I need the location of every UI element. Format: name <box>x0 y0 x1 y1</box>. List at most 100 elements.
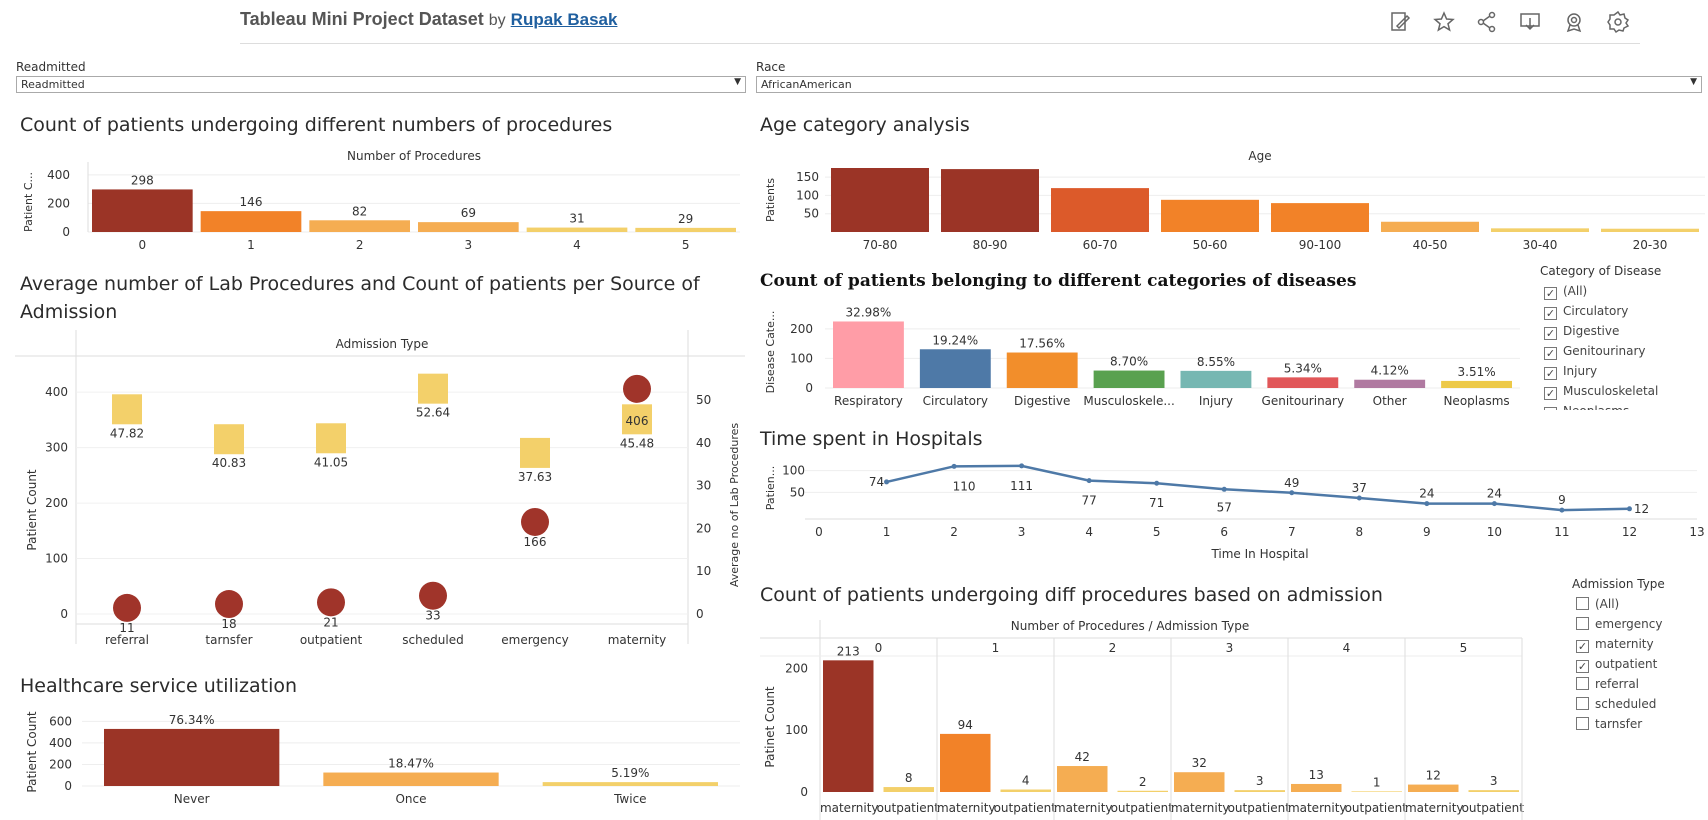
avg-lab-square <box>418 373 448 404</box>
author-link[interactable]: Rupak Basak <box>510 10 618 29</box>
bar-outpatient <box>1000 789 1051 792</box>
patient-count-label: 21 <box>323 615 338 629</box>
y-tick-label: 100 <box>782 464 805 478</box>
patient-count-label: 11 <box>119 621 134 635</box>
checkbox-icon[interactable]: ✓ <box>1544 387 1557 400</box>
checkbox-icon[interactable]: ✓ <box>1576 660 1589 673</box>
y-tick-label: 200 <box>785 661 808 675</box>
y-tick-label: 50 <box>804 207 819 221</box>
data-label: 32.98% <box>846 305 892 319</box>
data-label: 298 <box>131 173 154 187</box>
legend-item-label: Digestive <box>1563 324 1620 338</box>
x-tick-label: 20-30 <box>1633 238 1668 252</box>
legend-checkbox-item[interactable]: ✓ Digestive <box>1544 322 1619 340</box>
avg-lab-label: 41.05 <box>314 455 348 469</box>
race-filter-label: Race <box>756 60 786 74</box>
checkbox-icon[interactable]: ✓ <box>1544 307 1557 320</box>
race-select-value: AfricanAmerican <box>761 78 852 91</box>
checkbox-icon[interactable] <box>1576 697 1589 710</box>
legend-checkbox-item[interactable]: ✓ maternity <box>1576 635 1654 653</box>
legend-item-label: Circulatory <box>1563 304 1629 318</box>
x-tick-label: 13 <box>1689 525 1704 539</box>
patient-count-circle <box>317 588 345 617</box>
bar-maternity <box>1174 772 1225 792</box>
legend-checkbox-item[interactable]: ✓ Circulatory <box>1544 302 1628 320</box>
x-tick-label: 5 <box>682 238 690 252</box>
legend-item-label: emergency <box>1595 617 1663 631</box>
share-icon[interactable] <box>1475 10 1499 34</box>
data-label: 94 <box>958 718 973 732</box>
patient-count-label: 166 <box>524 535 547 549</box>
badge-icon[interactable] <box>1562 10 1586 34</box>
edit-icon[interactable] <box>1388 10 1412 34</box>
x-tick-label: emergency <box>501 633 568 647</box>
bar <box>831 168 929 232</box>
x-tick-label: 3 <box>465 238 473 252</box>
series-line <box>886 464 1630 512</box>
checkbox-icon[interactable]: ✓ <box>1576 640 1589 653</box>
legend-checkbox-item[interactable]: ✓ Musculoskeletal <box>1544 382 1658 400</box>
y-axis-label: Disease Cate... <box>764 311 777 394</box>
download-icon[interactable] <box>1518 10 1542 34</box>
data-label: 4.12% <box>1371 364 1409 378</box>
data-point <box>1626 506 1632 512</box>
x-tick-label: 0 <box>815 525 823 539</box>
checkbox-icon[interactable] <box>1576 617 1589 630</box>
admission-chart-title: Average number of Lab Procedures and Cou… <box>20 273 700 323</box>
checkbox-icon[interactable]: ✓ <box>1544 407 1557 410</box>
checkbox-icon[interactable] <box>1576 597 1589 610</box>
legend-checkbox-item[interactable]: ✓ Neoplasms <box>1544 402 1629 410</box>
legend-checkbox-item[interactable]: (All) <box>1576 595 1619 613</box>
chart-header: Age <box>1248 149 1271 163</box>
bar <box>1093 370 1165 388</box>
data-label: 17.56% <box>1019 337 1065 351</box>
disease-legend: ✓ (All) ✓ Circulatory ✓ Digestive ✓ Genitourina… <box>1544 282 1704 410</box>
x-tick-label: 7 <box>1288 525 1296 539</box>
checkbox-icon[interactable]: ✓ <box>1544 327 1557 340</box>
x-tick-label: 70-80 <box>863 238 898 252</box>
legend-checkbox-item[interactable]: ✓ outpatient <box>1576 655 1657 673</box>
star-icon[interactable] <box>1432 10 1456 34</box>
legend-checkbox-item[interactable]: ✓ (All) <box>1544 282 1587 300</box>
legend-checkbox-item[interactable]: ✓ Genitourinary <box>1544 342 1646 360</box>
legend-item-label: outpatient <box>1595 657 1658 671</box>
data-label: 1 <box>1373 775 1381 789</box>
legend-checkbox-item[interactable]: scheduled <box>1576 695 1656 713</box>
checkbox-icon[interactable]: ✓ <box>1544 347 1557 360</box>
x-tick-label: Other <box>1373 394 1407 408</box>
y-tick-label: 400 <box>49 736 72 750</box>
chart-header: Number of Procedures / Admission Type <box>1011 619 1249 633</box>
x-tick-label: Digestive <box>1014 394 1070 408</box>
chevron-down-icon: ▼ <box>1690 77 1697 87</box>
checkbox-icon[interactable]: ✓ <box>1544 287 1557 300</box>
legend-checkbox-item[interactable]: referral <box>1576 675 1639 693</box>
disease-chart-title: Count of patients belonging to different… <box>760 271 1357 291</box>
race-select[interactable]: AfricanAmerican ▼ <box>756 76 1702 93</box>
data-point <box>884 479 890 485</box>
data-label: 42 <box>1075 750 1090 764</box>
proc-admission-chart-title: Count of patients undergoing diff proced… <box>760 584 1383 606</box>
x-tick-label: scheduled <box>402 633 463 647</box>
y-axis-label: Patient Count <box>25 711 39 793</box>
bar <box>323 772 499 786</box>
legend-checkbox-item[interactable]: emergency <box>1576 615 1662 633</box>
checkbox-icon[interactable]: ✓ <box>1544 367 1557 380</box>
bar <box>1601 228 1699 232</box>
y-tick-label: 600 <box>49 714 72 728</box>
checkbox-icon[interactable] <box>1576 717 1589 730</box>
legend-checkbox-item[interactable]: ✓ Injury <box>1544 362 1597 380</box>
bar-maternity <box>823 660 874 792</box>
settings-icon[interactable] <box>1606 10 1630 34</box>
legend-checkbox-item[interactable]: tarnsfer <box>1576 715 1642 733</box>
chart-header: Number of Procedures <box>347 149 481 163</box>
x-tick-label: Circulatory <box>923 394 988 408</box>
y-tick-label: 400 <box>45 385 68 399</box>
x-tick-label: outpatient <box>877 801 940 815</box>
readmitted-select[interactable]: Readmitted ▼ <box>16 76 746 93</box>
x-tick-label: outpatient <box>1462 801 1525 815</box>
bar <box>1051 188 1149 232</box>
data-label: 71 <box>1149 496 1164 510</box>
data-point <box>1356 495 1362 501</box>
checkbox-icon[interactable] <box>1576 677 1589 690</box>
x-tick-label: 5 <box>1153 525 1161 539</box>
